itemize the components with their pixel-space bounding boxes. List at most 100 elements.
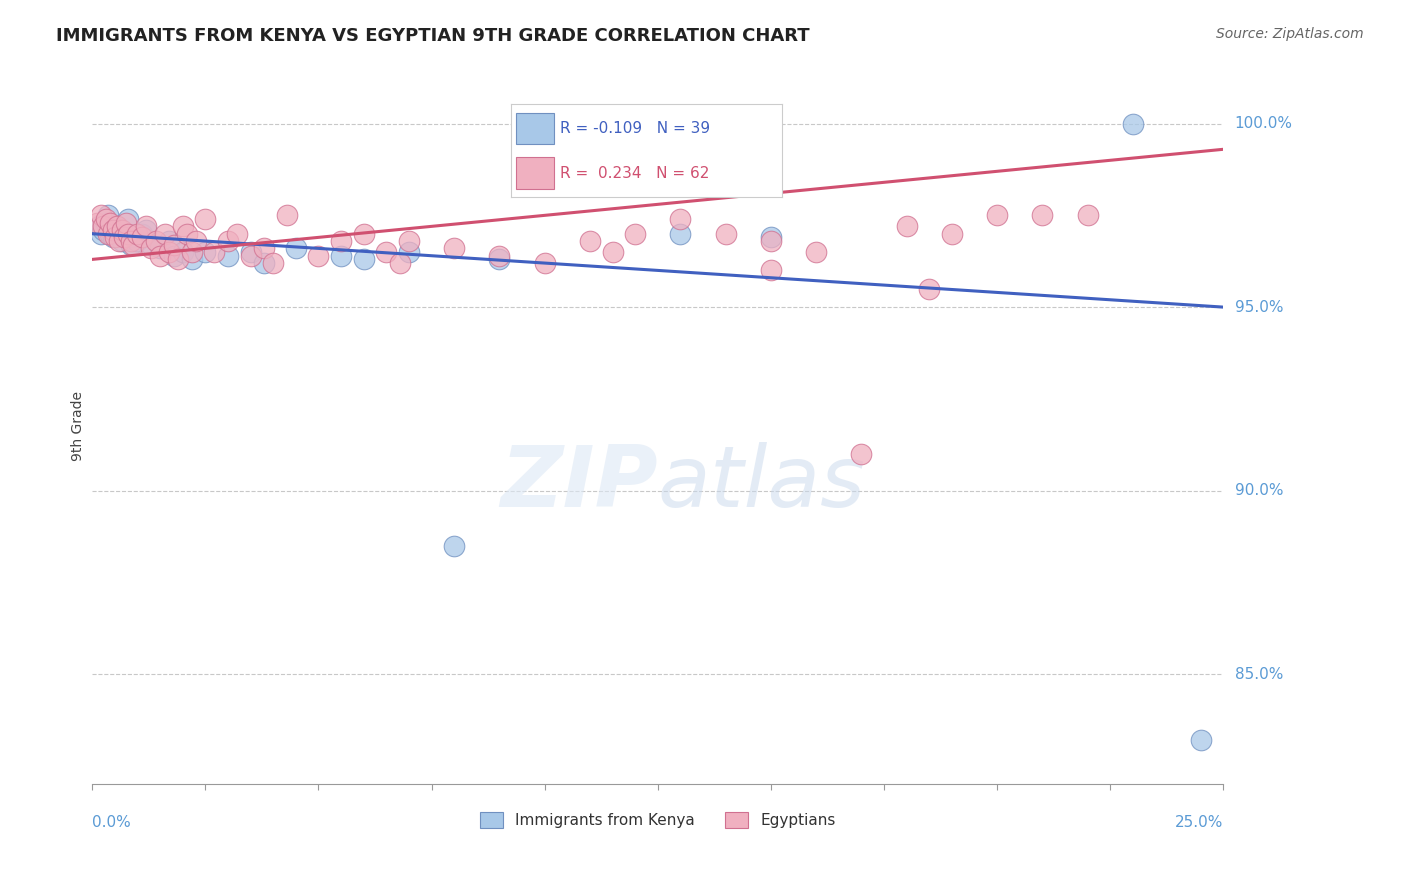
Point	[104, 230, 127, 244]
Point	[122, 230, 145, 244]
Legend: Immigrants from Kenya, Egyptians: Immigrants from Kenya, Egyptians	[474, 806, 842, 834]
Point	[86, 216, 108, 230]
Point	[98, 227, 121, 241]
Point	[669, 227, 692, 241]
Point	[105, 223, 128, 237]
Point	[918, 282, 941, 296]
Point	[139, 241, 162, 255]
Point	[93, 223, 115, 237]
Point	[759, 234, 782, 248]
Point	[284, 241, 307, 255]
Point	[131, 227, 153, 241]
Point	[117, 212, 139, 227]
Point	[488, 249, 510, 263]
Point	[851, 447, 873, 461]
Point	[101, 223, 124, 237]
Point	[149, 249, 172, 263]
Point	[488, 252, 510, 267]
Point	[94, 216, 117, 230]
Point	[806, 245, 828, 260]
Point	[180, 252, 202, 267]
Point	[162, 249, 184, 263]
Point	[941, 227, 963, 241]
Point	[135, 223, 157, 237]
Point	[90, 227, 112, 241]
Point	[157, 234, 180, 248]
Point	[162, 237, 184, 252]
Point	[104, 219, 127, 234]
Point	[157, 245, 180, 260]
Point	[93, 219, 115, 234]
Point	[759, 230, 782, 244]
Point	[172, 219, 194, 234]
Point	[186, 234, 208, 248]
Point	[398, 234, 420, 248]
Point	[217, 234, 239, 248]
Point	[388, 256, 411, 270]
Y-axis label: 9th Grade: 9th Grade	[72, 392, 86, 461]
Point	[127, 227, 149, 241]
Point	[115, 216, 138, 230]
Point	[149, 241, 172, 255]
Point	[101, 230, 124, 244]
Point	[110, 234, 132, 248]
Text: 85.0%: 85.0%	[1234, 666, 1282, 681]
Point	[353, 252, 375, 267]
Point	[120, 234, 142, 248]
Point	[117, 227, 139, 241]
Point	[262, 256, 284, 270]
Point	[253, 256, 276, 270]
Point	[145, 234, 167, 248]
Point	[276, 208, 298, 222]
Point	[239, 249, 262, 263]
Point	[896, 219, 918, 234]
Point	[112, 227, 135, 241]
Point	[98, 216, 121, 230]
Point	[120, 237, 142, 252]
Point	[90, 208, 112, 222]
Point	[127, 234, 149, 248]
Point	[202, 245, 225, 260]
Point	[375, 245, 398, 260]
Point	[602, 245, 624, 260]
Point	[669, 212, 692, 227]
Point	[87, 219, 110, 234]
Point	[135, 219, 157, 234]
Point	[579, 234, 602, 248]
Point	[443, 539, 465, 553]
Text: ZIP: ZIP	[501, 442, 658, 525]
Point	[759, 263, 782, 277]
Point	[194, 245, 217, 260]
Text: 90.0%: 90.0%	[1234, 483, 1284, 498]
Point	[1031, 208, 1053, 222]
Point	[176, 227, 198, 241]
Point	[115, 230, 138, 244]
Point	[97, 208, 120, 222]
Point	[624, 227, 647, 241]
Text: atlas: atlas	[658, 442, 866, 525]
Point	[533, 256, 555, 270]
Point	[226, 227, 249, 241]
Text: IMMIGRANTS FROM KENYA VS EGYPTIAN 9TH GRADE CORRELATION CHART: IMMIGRANTS FROM KENYA VS EGYPTIAN 9TH GR…	[56, 27, 810, 45]
Point	[239, 245, 262, 260]
Point	[131, 230, 153, 244]
Text: 0.0%: 0.0%	[93, 815, 131, 830]
Point	[105, 219, 128, 234]
Point	[986, 208, 1008, 222]
Point	[1189, 733, 1212, 747]
Point	[172, 245, 194, 260]
Point	[167, 252, 190, 267]
Point	[180, 245, 202, 260]
Point	[122, 237, 145, 252]
Point	[714, 227, 737, 241]
Point	[153, 227, 176, 241]
Text: 100.0%: 100.0%	[1234, 116, 1292, 131]
Point	[330, 234, 353, 248]
Text: 25.0%: 25.0%	[1175, 815, 1223, 830]
Text: 95.0%: 95.0%	[1234, 300, 1284, 315]
Point	[353, 227, 375, 241]
Point	[1122, 117, 1144, 131]
Point	[217, 249, 239, 263]
Point	[94, 212, 117, 227]
Point	[1077, 208, 1099, 222]
